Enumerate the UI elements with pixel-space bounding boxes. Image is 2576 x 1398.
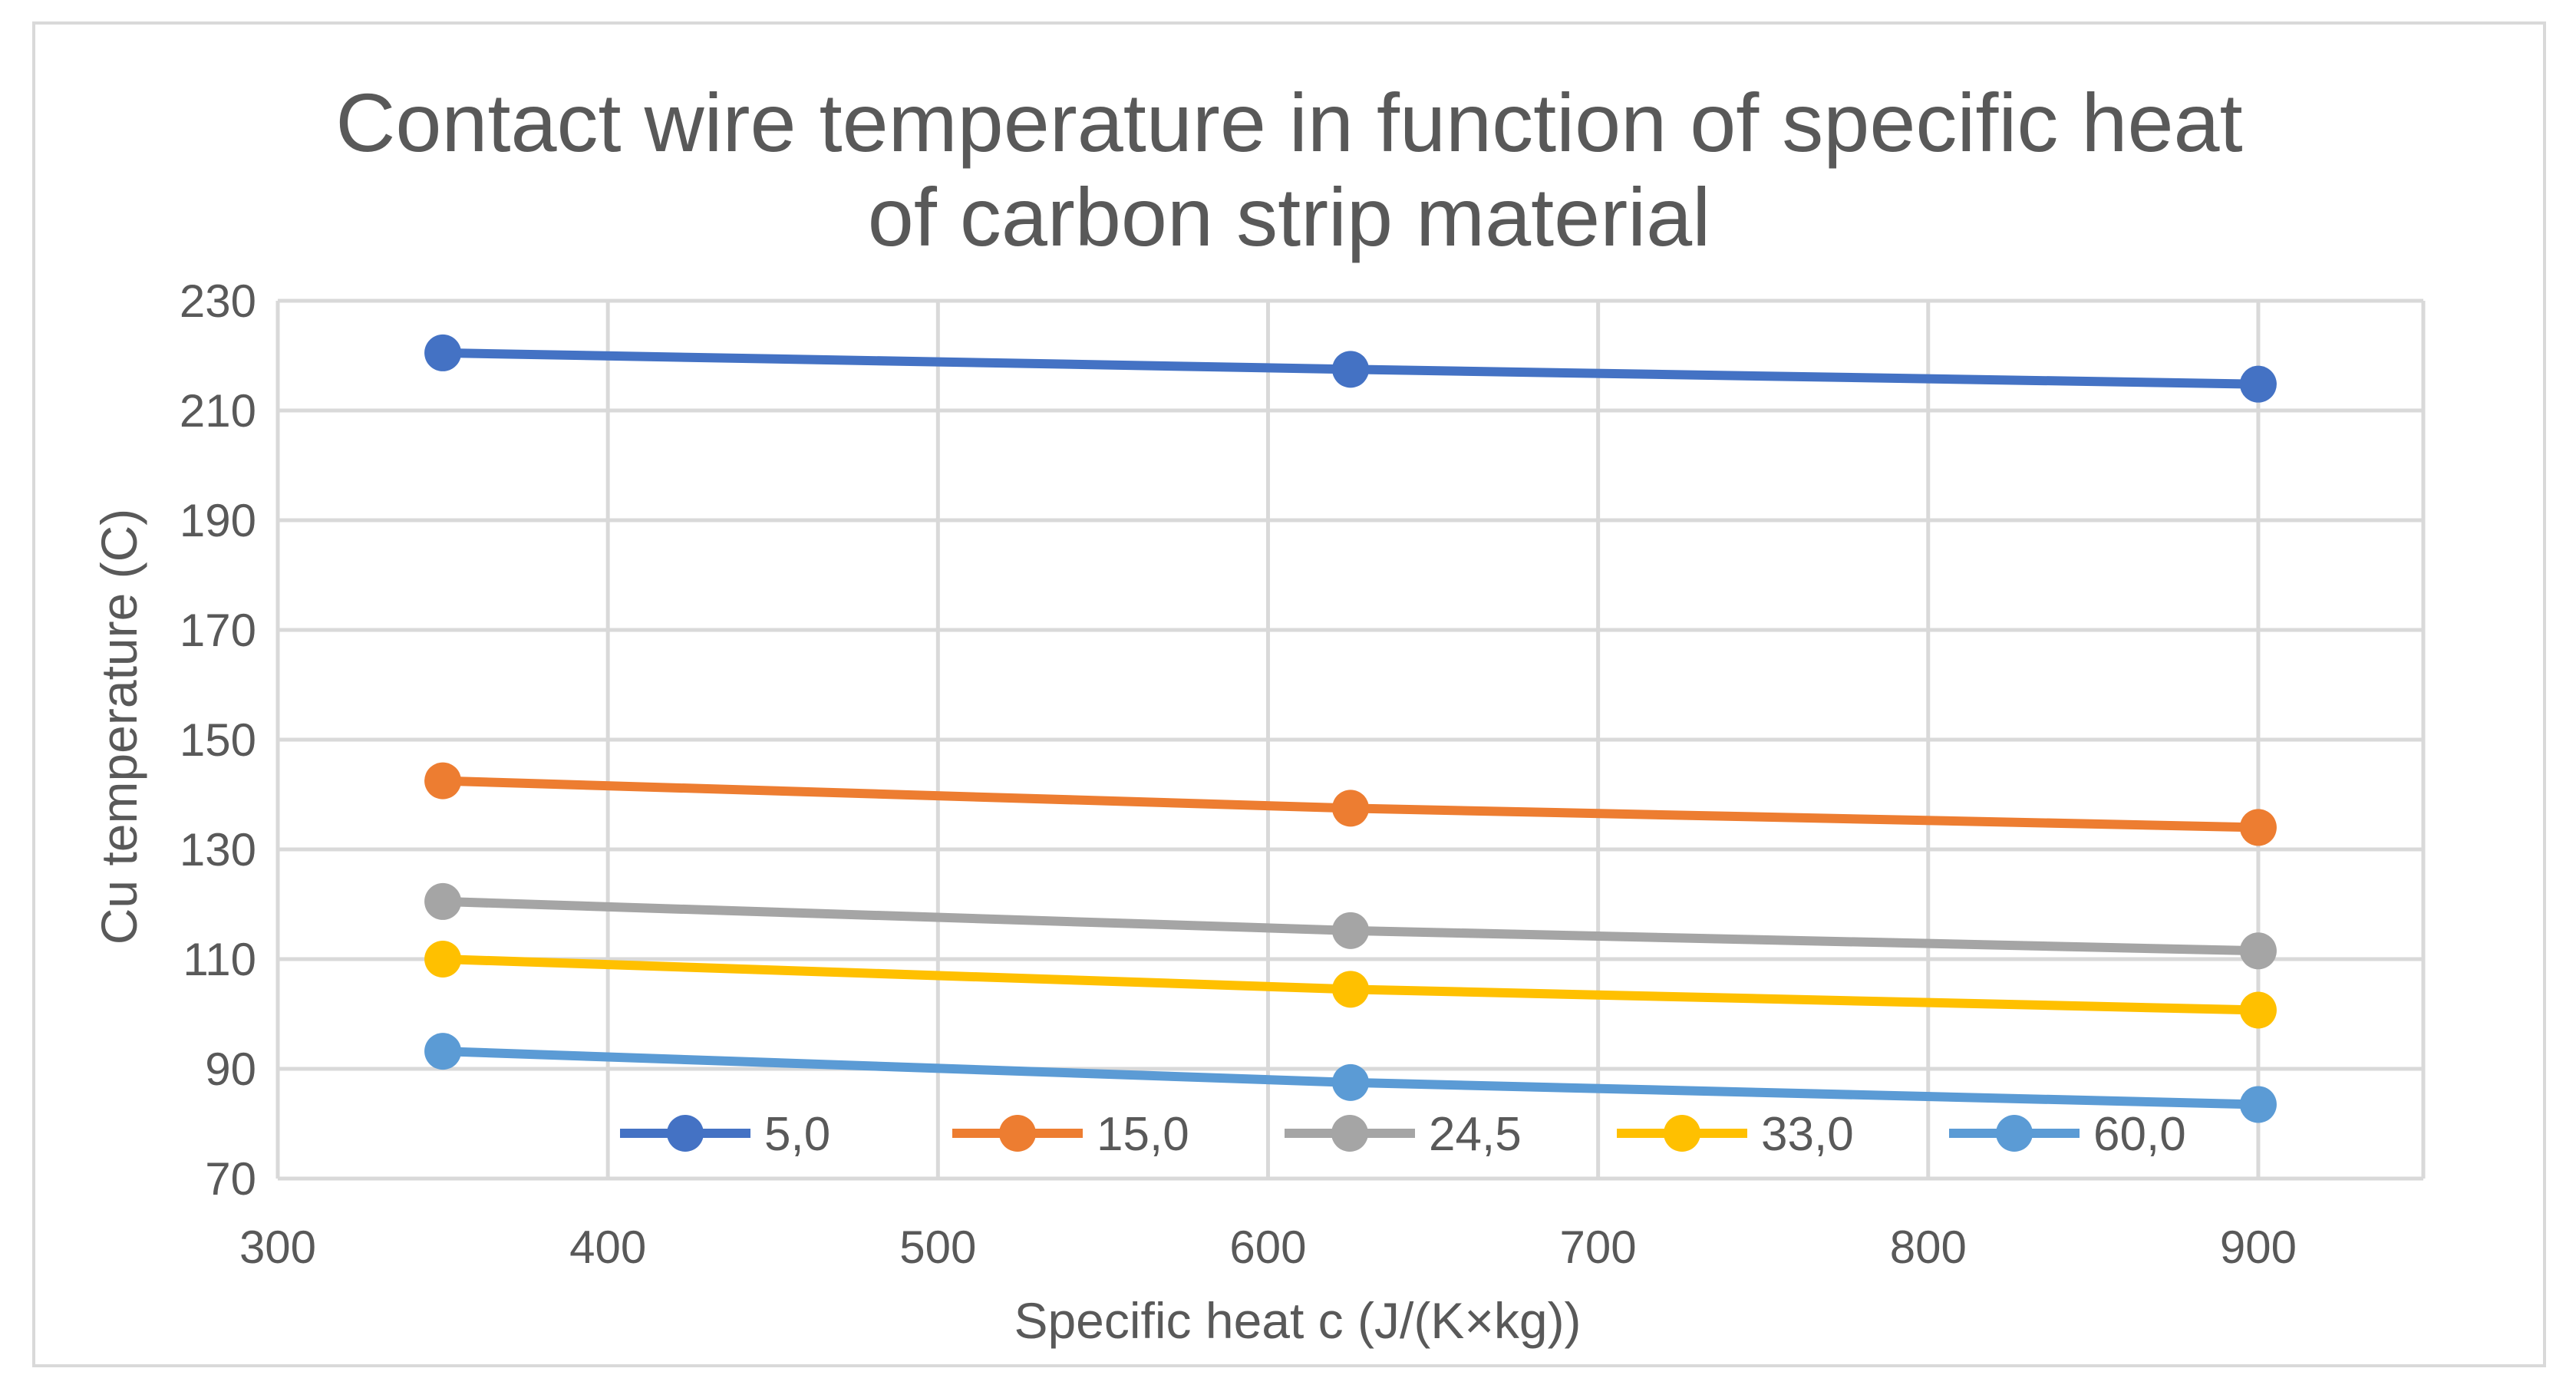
legend-item: 33,0 [1617, 1108, 1854, 1161]
data-point [1332, 912, 1369, 949]
legend-swatch-marker [1664, 1115, 1700, 1152]
data-point [1332, 790, 1369, 827]
data-point [424, 334, 462, 371]
x-tick-label: 800 [1890, 1222, 1967, 1273]
y-tick-label: 110 [183, 934, 256, 985]
data-point [1332, 1063, 1369, 1101]
x-tick-label: 500 [899, 1222, 976, 1273]
tick-labels: 70 90 110 130 150 170 190 210 230 300 400 500 600 700… [180, 275, 2297, 1273]
legend-label: 15,0 [1097, 1108, 1189, 1161]
data-point [2239, 932, 2277, 970]
y-tick-label: 130 [180, 824, 256, 875]
data-point [2239, 991, 2277, 1029]
y-tick-label: 190 [180, 495, 256, 546]
data-point [2239, 365, 2277, 403]
x-tick-label: 600 [1229, 1222, 1306, 1273]
legend-swatch-marker [1996, 1115, 2033, 1152]
y-tick-label: 150 [180, 714, 256, 766]
data-point [424, 762, 462, 800]
y-tick-label: 70 [205, 1153, 256, 1205]
x-tick-label: 300 [239, 1222, 316, 1273]
data-point [2239, 809, 2277, 846]
chart-title-line-1: Contact wire temperature in function of … [335, 76, 2242, 169]
x-tick-label: 700 [1560, 1222, 1637, 1273]
legend-item: 15,0 [952, 1108, 1189, 1161]
legend-item: 24,5 [1285, 1108, 1522, 1161]
legend-item: 60,0 [1949, 1108, 2186, 1161]
gridlines [275, 298, 2426, 1181]
legend-label: 33,0 [1761, 1108, 1854, 1161]
x-tick-label: 400 [569, 1222, 646, 1273]
x-axis-label: Specific heat c (J/(K×kg)) [1014, 1292, 1581, 1349]
x-tick-label: 900 [2220, 1222, 2297, 1273]
line-chart: Contact wire temperature in function of … [91, 76, 2426, 1349]
series-33,0 [424, 941, 2277, 1029]
legend-label: 60,0 [2093, 1108, 2186, 1161]
series-60,0 [424, 1033, 2277, 1123]
data-point [2239, 1086, 2277, 1123]
legend: 5,0 15,0 24,5 33,0 60,0 [620, 1108, 2186, 1161]
y-axis-label: Cu temperature (C) [91, 509, 147, 945]
y-tick-label: 170 [180, 605, 256, 656]
legend-label: 24,5 [1429, 1108, 1522, 1161]
y-tick-label: 210 [180, 385, 256, 437]
y-tick-label: 90 [205, 1044, 256, 1095]
data-series [424, 334, 2277, 1123]
legend-item: 5,0 [620, 1108, 830, 1161]
chart-title-line-2: of carbon strip material [868, 170, 1710, 263]
legend-swatch-marker [1331, 1115, 1368, 1152]
chart-frame: Contact wire temperature in function of … [32, 21, 2546, 1367]
data-point [1332, 351, 1369, 388]
data-point [424, 941, 462, 978]
data-point [424, 882, 462, 920]
legend-swatch-marker [999, 1115, 1036, 1152]
series-5,0 [424, 334, 2277, 403]
y-tick-label: 230 [180, 275, 256, 327]
legend-swatch-marker [667, 1115, 704, 1152]
series-24,5 [424, 882, 2277, 970]
data-point [424, 1033, 462, 1070]
series-15,0 [424, 762, 2277, 846]
legend-label: 5,0 [764, 1108, 830, 1161]
data-point [1332, 971, 1369, 1008]
chart-title: Contact wire temperature in function of … [335, 76, 2242, 263]
